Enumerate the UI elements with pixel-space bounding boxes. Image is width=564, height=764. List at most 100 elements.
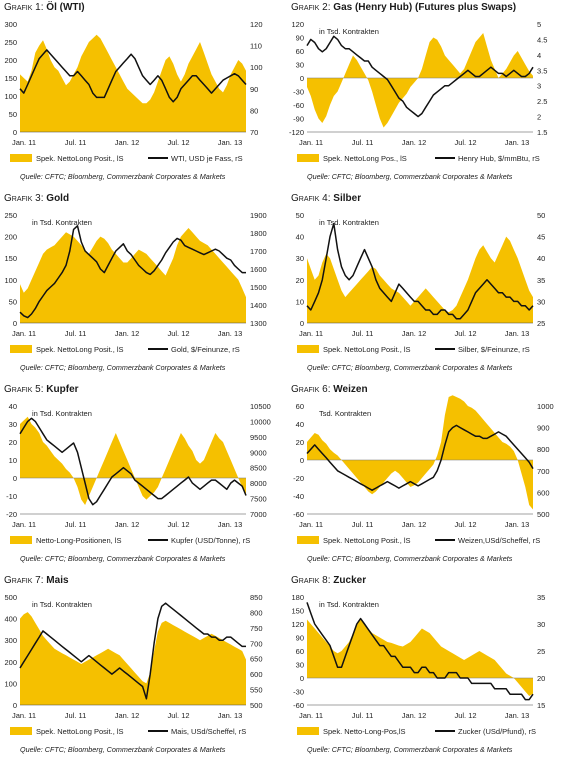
chart-title-prefix: Grafik 5: — [4, 384, 44, 395]
y-tick-left: 100 — [4, 276, 17, 285]
unit-label: in Tsd. Kontrakten — [319, 218, 379, 227]
x-tick-label: Jan. 13 — [218, 711, 243, 720]
chart-title-prefix: Grafik 3: — [4, 193, 44, 204]
y-tick-right: 100 — [250, 63, 263, 72]
y-tick-right: 1.5 — [537, 128, 547, 137]
chart-title-name: Weizen — [333, 384, 368, 395]
x-tick-label: Jul. 12 — [167, 520, 189, 529]
y-tick-left: 20 — [9, 438, 17, 447]
x-tick-label: Jul. 12 — [167, 329, 189, 338]
legend-line-label: Weizen,USd/Scheffel, rS — [458, 536, 540, 545]
y-tick-left: 0 — [300, 74, 304, 83]
y-tick-right: 40 — [537, 254, 545, 263]
y-tick-left: 30 — [296, 254, 304, 263]
x-tick-label: Jan. 11 — [12, 329, 36, 338]
chart-svg: 0 50 100 150 200 250 300 70 80 90 100 110 120 Jan. 11… — [4, 20, 263, 163]
y-tick-left: 90 — [296, 34, 304, 43]
net-long-area — [307, 33, 533, 128]
chart-title-prefix: Grafik 6: — [291, 384, 331, 395]
x-tick-label: Jan. 12 — [115, 520, 140, 529]
unit-label: Tsd. Kontrakten — [319, 409, 371, 418]
chart-title: Grafik 3: Gold — [4, 193, 69, 204]
price-line — [19, 49, 247, 103]
y-tick-right: 7500 — [250, 495, 267, 504]
unit-label: in Tsd. Kontrakten — [319, 600, 379, 609]
legend-line-label: Silber, $/Feinunze, rS — [458, 345, 530, 354]
y-tick-left: 60 — [296, 647, 304, 656]
source-note: Quelle: CFTC; Bloomberg, Commerzbank Cor… — [20, 172, 226, 181]
y-tick-right: 1800 — [250, 229, 267, 238]
y-tick-left: 120 — [291, 620, 304, 629]
y-tick-left: 0 — [13, 128, 17, 137]
y-tick-right: 50 — [537, 211, 545, 220]
x-tick-label: Jul. 11 — [65, 711, 87, 720]
y-tick-right: 35 — [537, 276, 545, 285]
chart-title-prefix: Grafik 4: — [291, 193, 331, 204]
y-tick-left: 100 — [4, 92, 17, 101]
x-tick-label: Jul. 11 — [352, 138, 374, 147]
y-tick-left: -20 — [293, 474, 304, 483]
y-tick-right: 4 — [537, 51, 541, 60]
y-tick-left: 50 — [9, 110, 17, 119]
legend-line-label: WTI, USD je Fass, rS — [171, 154, 243, 163]
chart-title-prefix: Grafik 8: — [291, 575, 331, 586]
source-note: Quelle: CFTC; Bloomberg, Commerzbank Cor… — [307, 745, 513, 754]
x-tick-label: Jan. 13 — [218, 138, 243, 147]
y-tick-left: -60 — [293, 101, 304, 110]
y-tick-right: 700 — [537, 467, 550, 476]
y-tick-right: 850 — [250, 593, 263, 602]
y-tick-left: -60 — [293, 701, 304, 710]
chart-title: Grafik 7: Mais — [4, 575, 69, 586]
y-tick-left: 0 — [300, 456, 304, 465]
chart-svg: 0 50 100 150 200 250 1300 1400 1500 1600 1700 1800 1… — [4, 211, 267, 354]
price-line — [306, 35, 534, 118]
x-tick-label: Jul. 12 — [454, 520, 476, 529]
y-tick-left: -30 — [293, 688, 304, 697]
x-tick-label: Jan. 13 — [505, 711, 530, 720]
unit-label: in Tsd. Kontrakten — [32, 600, 92, 609]
y-tick-left: 200 — [4, 658, 17, 667]
chart-title: Grafik 2: Gas (Henry Hub) (Futures plus … — [291, 2, 516, 13]
chart-title: Grafik 5: Kupfer — [4, 384, 79, 395]
y-tick-left: 200 — [4, 56, 17, 65]
y-tick-right: 800 — [250, 608, 263, 617]
chart-svg: -120 -90 -60 -30 0 30 60 90 120 1.5 2 2.5 3 3.5 4 4.5 5 J… — [289, 20, 547, 163]
chart-svg: -60 -30 0 30 60 90 120 150 180 15 20 25 30 35 Jan. 11 J… — [291, 593, 545, 736]
net-long-area — [307, 236, 533, 323]
x-tick-label: Jan. 11 — [299, 711, 323, 720]
chart-title-name: Zucker — [333, 575, 367, 586]
y-tick-left: -60 — [293, 510, 304, 519]
y-tick-right: 500 — [537, 510, 550, 519]
chart-title: Grafik 8: Zucker — [291, 575, 366, 586]
y-tick-left: 200 — [4, 233, 17, 242]
y-tick-left: 400 — [4, 615, 17, 624]
y-tick-right: 30 — [537, 297, 545, 306]
y-tick-right: 1500 — [250, 283, 267, 292]
y-tick-left: 300 — [4, 20, 17, 29]
legend-area-swatch — [297, 154, 319, 162]
chart-title-name: Öl (WTI) — [46, 2, 85, 13]
y-tick-right: 3 — [537, 82, 541, 91]
y-tick-right: 1600 — [250, 265, 267, 274]
y-tick-right: 7000 — [250, 510, 267, 519]
chart-panel: Grafik 1: Öl (WTI) 0 50 100 150 200 250 300 70 8… — [0, 0, 278, 188]
legend-area-label: Spek. NettoLong Posit., lS — [36, 345, 124, 354]
y-tick-right: 1000 — [537, 402, 554, 411]
y-tick-left: 20 — [296, 438, 304, 447]
x-tick-label: Jan. 11 — [12, 138, 36, 147]
y-tick-right: 30 — [537, 620, 545, 629]
y-tick-left: 120 — [291, 20, 304, 29]
x-tick-label: Jan. 12 — [115, 138, 140, 147]
chart-title-name: Mais — [46, 575, 69, 586]
source-note: Quelle: CFTC; Bloomberg, Commerzbank Cor… — [307, 172, 513, 181]
legend-area-swatch — [297, 345, 319, 353]
y-tick-right: 800 — [537, 445, 550, 454]
y-tick-right: 9500 — [250, 433, 267, 442]
legend-area-label: Spek. NettoLong Posit., lS — [36, 727, 124, 736]
y-tick-right: 8000 — [250, 479, 267, 488]
y-tick-right: 120 — [250, 20, 263, 29]
y-tick-right: 1900 — [250, 211, 267, 220]
y-tick-right: 25 — [537, 647, 545, 656]
source-note: Quelle: CFTC; Bloomberg, Commerzbank Cor… — [307, 363, 513, 372]
y-tick-left: 50 — [296, 211, 304, 220]
